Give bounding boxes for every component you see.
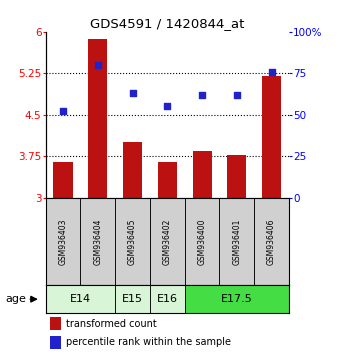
Text: age: age <box>5 294 26 304</box>
Bar <box>158 162 177 198</box>
Bar <box>46 198 80 285</box>
Bar <box>150 285 185 313</box>
Text: GSM936401: GSM936401 <box>232 218 241 264</box>
Text: GSM936402: GSM936402 <box>163 218 172 264</box>
Point <box>199 92 205 98</box>
Text: percentile rank within the sample: percentile rank within the sample <box>66 337 231 347</box>
Bar <box>80 198 115 285</box>
Point <box>60 109 66 114</box>
Text: GSM936400: GSM936400 <box>198 218 207 264</box>
Point <box>269 69 274 74</box>
Bar <box>50 317 62 330</box>
Bar <box>262 76 281 198</box>
Bar <box>254 198 289 285</box>
Bar <box>123 142 142 198</box>
Point <box>165 104 170 109</box>
Text: GSM936405: GSM936405 <box>128 218 137 264</box>
Text: E17.5: E17.5 <box>221 294 253 304</box>
Text: GSM936404: GSM936404 <box>93 218 102 264</box>
Bar <box>115 285 150 313</box>
Point <box>95 62 100 68</box>
Text: transformed count: transformed count <box>66 319 157 329</box>
Text: GSM936406: GSM936406 <box>267 218 276 264</box>
Bar <box>53 162 73 198</box>
Bar <box>46 285 115 313</box>
Bar <box>219 198 254 285</box>
Text: GDS4591 / 1420844_at: GDS4591 / 1420844_at <box>90 17 244 30</box>
Text: GSM936403: GSM936403 <box>58 218 68 264</box>
Bar <box>185 198 219 285</box>
Bar <box>88 39 107 198</box>
Bar <box>227 155 246 198</box>
Bar <box>115 198 150 285</box>
Bar <box>193 151 212 198</box>
Text: E14: E14 <box>70 294 91 304</box>
Bar <box>150 198 185 285</box>
Text: E16: E16 <box>157 294 178 304</box>
Point <box>234 92 240 98</box>
Bar <box>50 336 62 349</box>
Bar <box>185 285 289 313</box>
Text: E15: E15 <box>122 294 143 304</box>
Point <box>130 90 135 96</box>
